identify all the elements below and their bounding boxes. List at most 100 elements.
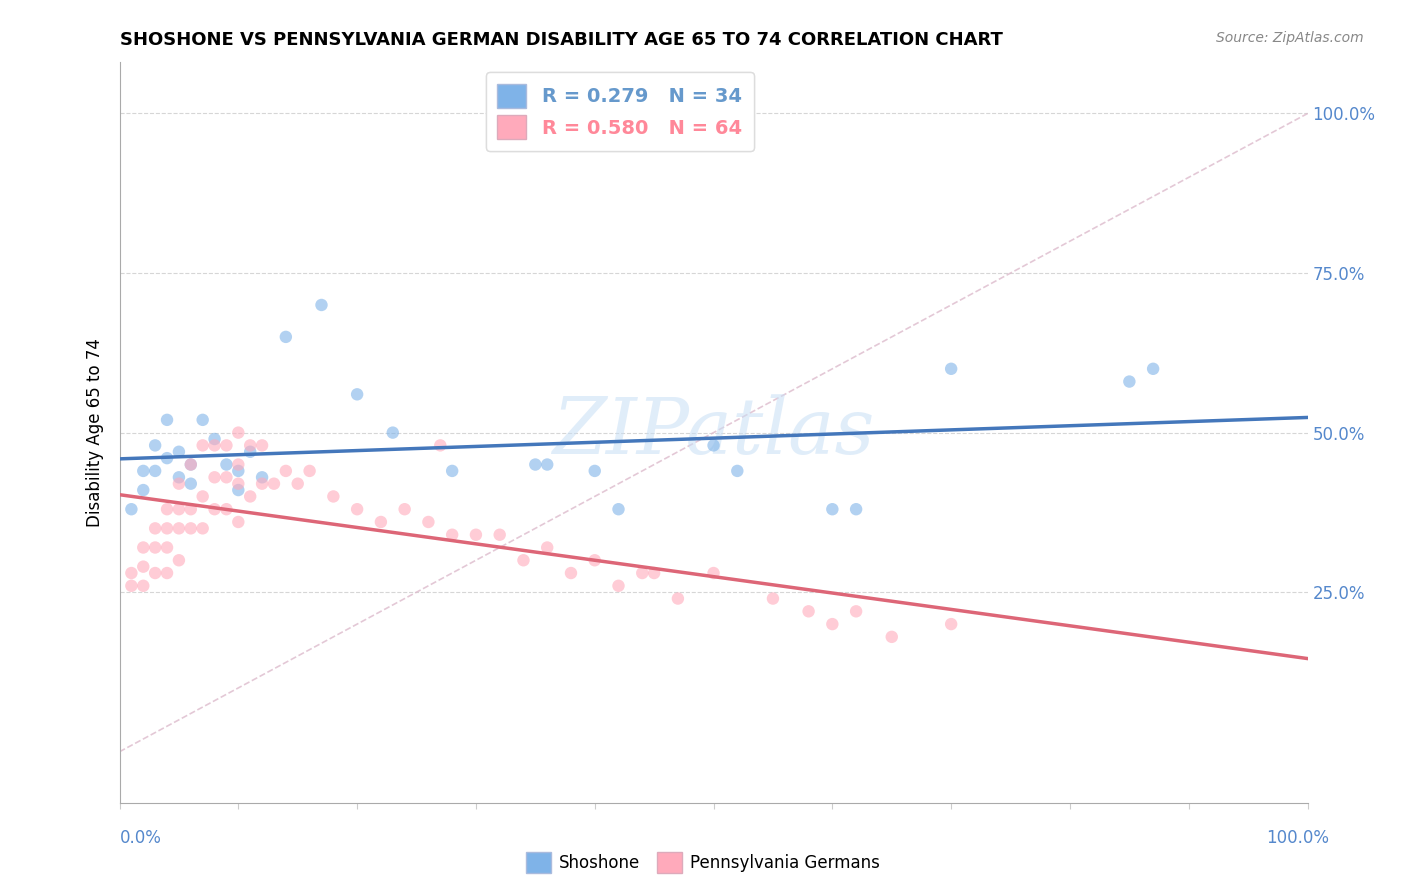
- Point: [583, 553, 606, 567]
- Point: [143, 438, 166, 452]
- Point: [536, 541, 558, 555]
- Point: [560, 566, 582, 580]
- Point: [228, 476, 250, 491]
- Point: [215, 502, 238, 516]
- Point: [239, 438, 262, 452]
- Point: [311, 298, 333, 312]
- Point: [167, 553, 190, 567]
- Point: [941, 617, 963, 632]
- Point: [180, 458, 202, 472]
- Text: 0.0%: 0.0%: [120, 829, 162, 847]
- Point: [762, 591, 785, 606]
- Point: [441, 527, 464, 541]
- Y-axis label: Disability Age 65 to 74: Disability Age 65 to 74: [86, 338, 104, 527]
- Point: [204, 502, 226, 516]
- Point: [607, 502, 630, 516]
- Point: [524, 458, 547, 472]
- Point: [464, 527, 488, 541]
- Point: [167, 521, 190, 535]
- Point: [167, 502, 190, 516]
- Point: [167, 470, 190, 484]
- Point: [191, 521, 214, 535]
- Point: [191, 438, 214, 452]
- Legend: Shoshone, Pennsylvania Germans: Shoshone, Pennsylvania Germans: [519, 846, 887, 880]
- Point: [143, 521, 166, 535]
- Point: [228, 425, 250, 440]
- Legend: R = 0.279   N = 34, R = 0.580   N = 64: R = 0.279 N = 34, R = 0.580 N = 64: [485, 72, 754, 151]
- Text: 100.0%: 100.0%: [1265, 829, 1329, 847]
- Point: [191, 490, 214, 504]
- Point: [156, 521, 179, 535]
- Point: [381, 425, 404, 440]
- Point: [215, 438, 238, 452]
- Point: [287, 476, 309, 491]
- Point: [703, 438, 725, 452]
- Text: SHOSHONE VS PENNSYLVANIA GERMAN DISABILITY AGE 65 TO 74 CORRELATION CHART: SHOSHONE VS PENNSYLVANIA GERMAN DISABILI…: [120, 31, 1002, 49]
- Point: [132, 483, 155, 497]
- Point: [228, 458, 250, 472]
- Point: [536, 458, 558, 472]
- Point: [132, 559, 155, 574]
- Text: ZIPatlas: ZIPatlas: [553, 394, 875, 471]
- Point: [941, 361, 963, 376]
- Point: [666, 591, 689, 606]
- Point: [370, 515, 392, 529]
- Point: [274, 330, 297, 344]
- Point: [821, 502, 844, 516]
- Point: [156, 413, 179, 427]
- Point: [215, 458, 238, 472]
- Point: [250, 438, 273, 452]
- Point: [143, 541, 166, 555]
- Point: [607, 579, 630, 593]
- Point: [167, 476, 190, 491]
- Point: [274, 464, 297, 478]
- Point: [845, 502, 868, 516]
- Point: [143, 464, 166, 478]
- Point: [346, 387, 368, 401]
- Point: [228, 483, 250, 497]
- Point: [156, 566, 179, 580]
- Point: [239, 490, 262, 504]
- Point: [250, 476, 273, 491]
- Point: [703, 566, 725, 580]
- Point: [167, 444, 190, 458]
- Point: [204, 470, 226, 484]
- Point: [643, 566, 665, 580]
- Point: [725, 464, 748, 478]
- Point: [143, 566, 166, 580]
- Point: [429, 438, 451, 452]
- Point: [204, 438, 226, 452]
- Point: [120, 502, 142, 516]
- Point: [394, 502, 416, 516]
- Point: [180, 521, 202, 535]
- Point: [156, 541, 179, 555]
- Point: [880, 630, 903, 644]
- Point: [120, 579, 142, 593]
- Point: [239, 444, 262, 458]
- Point: [322, 490, 344, 504]
- Point: [228, 515, 250, 529]
- Point: [583, 464, 606, 478]
- Point: [156, 502, 179, 516]
- Point: [263, 476, 285, 491]
- Point: [156, 451, 179, 466]
- Point: [631, 566, 654, 580]
- Point: [180, 502, 202, 516]
- Point: [1118, 375, 1140, 389]
- Text: Source: ZipAtlas.com: Source: ZipAtlas.com: [1216, 31, 1364, 45]
- Point: [191, 413, 214, 427]
- Point: [132, 541, 155, 555]
- Point: [1142, 361, 1164, 376]
- Point: [441, 464, 464, 478]
- Point: [180, 458, 202, 472]
- Point: [180, 476, 202, 491]
- Point: [488, 527, 510, 541]
- Point: [250, 470, 273, 484]
- Point: [204, 432, 226, 446]
- Point: [821, 617, 844, 632]
- Point: [120, 566, 142, 580]
- Point: [215, 470, 238, 484]
- Point: [418, 515, 440, 529]
- Point: [228, 464, 250, 478]
- Point: [845, 604, 868, 618]
